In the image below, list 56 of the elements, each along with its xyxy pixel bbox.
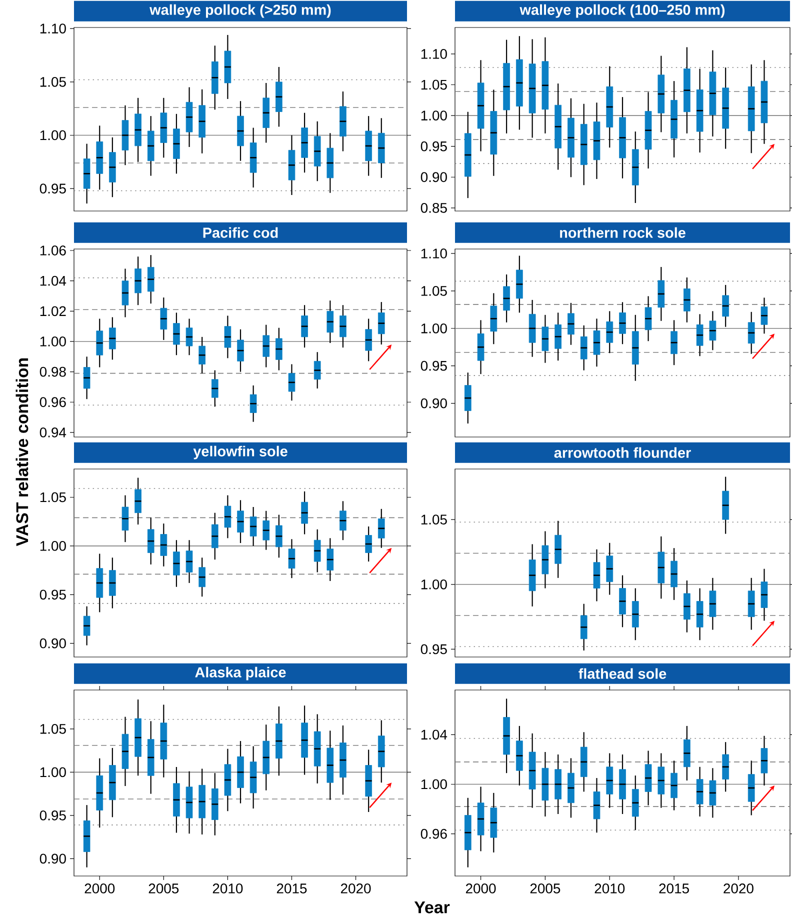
y-tick-label: 0.96 bbox=[40, 397, 66, 408]
chart-title: arrowtooth flounder bbox=[554, 447, 691, 458]
y-tick-label: 1.10 bbox=[421, 49, 447, 59]
y-tick-label: 0.95 bbox=[40, 590, 66, 600]
x-tick-label: 2015 bbox=[276, 884, 307, 894]
y-tick-label: 0.95 bbox=[420, 141, 447, 152]
y-tick-label: 1.05 bbox=[421, 286, 447, 296]
y-tick-label: 1.05 bbox=[40, 492, 66, 502]
chart-title: yellowfin sole bbox=[193, 446, 288, 460]
y-tick-label: 1.05 bbox=[421, 514, 447, 525]
y-tick-label: 1.00 bbox=[421, 579, 447, 590]
x-tick-label: 2010 bbox=[212, 884, 243, 894]
y-axis-title: VAST relative condition bbox=[16, 358, 28, 546]
y-tick-label: 0.85 bbox=[420, 202, 447, 213]
y-tick-label: 1.00 bbox=[421, 323, 447, 334]
chart-title: walleye pollock (100–250 mm) bbox=[520, 4, 725, 18]
y-tick-label: 0.90 bbox=[40, 638, 66, 648]
y-tick-label: 1.00 bbox=[40, 541, 66, 551]
y-tick-label: 0.95 bbox=[40, 810, 66, 820]
x-tick-label: 2005 bbox=[530, 884, 560, 894]
y-tick-label: 0.95 bbox=[420, 360, 447, 371]
y-tick-label: 1.00 bbox=[40, 336, 66, 346]
y-tick-label: 0.95 bbox=[40, 184, 66, 194]
y-tick-label: 1.04 bbox=[421, 730, 448, 740]
y-tick-label: 1.05 bbox=[40, 76, 66, 87]
y-tick-label: 1.00 bbox=[40, 767, 66, 778]
y-tick-label: 1.10 bbox=[40, 24, 66, 34]
y-tick-label: 1.02 bbox=[40, 306, 66, 316]
chart-title: flathead sole bbox=[578, 668, 666, 679]
y-tick-label: 1.04 bbox=[40, 276, 66, 286]
x-tick-label: 2020 bbox=[724, 884, 754, 894]
chart-title: northern rock sole bbox=[560, 227, 686, 238]
y-tick-label: 1.00 bbox=[421, 110, 447, 120]
x-tick-label: 2015 bbox=[659, 884, 689, 894]
y-tick-label: 0.95 bbox=[420, 644, 447, 654]
x-tick-label: 2010 bbox=[594, 884, 625, 894]
chart-title: Alaska plaice bbox=[195, 666, 286, 680]
x-tick-label: 2005 bbox=[148, 884, 179, 894]
x-tick-label: 2000 bbox=[84, 884, 115, 894]
y-tick-label: 1.10 bbox=[421, 248, 447, 258]
x-axis-title: Year bbox=[414, 902, 450, 914]
y-tick-label: 1.00 bbox=[40, 130, 66, 140]
chart-title: Pacific cod bbox=[203, 227, 278, 238]
x-tick-label: 2000 bbox=[466, 884, 496, 894]
y-tick-label: 0.90 bbox=[420, 172, 447, 182]
y-tick-label: 0.96 bbox=[420, 828, 447, 839]
y-tick-label: 0.98 bbox=[40, 366, 66, 377]
y-tick-label: 0.90 bbox=[40, 854, 66, 864]
y-tick-label: 0.94 bbox=[40, 428, 66, 438]
y-tick-label: 0.90 bbox=[420, 398, 447, 408]
y-tick-label: 1.05 bbox=[421, 80, 447, 90]
y-tick-label: 1.05 bbox=[40, 724, 66, 734]
chart-title: walleye pollock (>250 mm) bbox=[150, 4, 331, 18]
y-tick-label: 1.06 bbox=[40, 246, 66, 256]
x-tick-label: 2020 bbox=[340, 884, 371, 894]
y-tick-label: 1.00 bbox=[421, 779, 447, 790]
